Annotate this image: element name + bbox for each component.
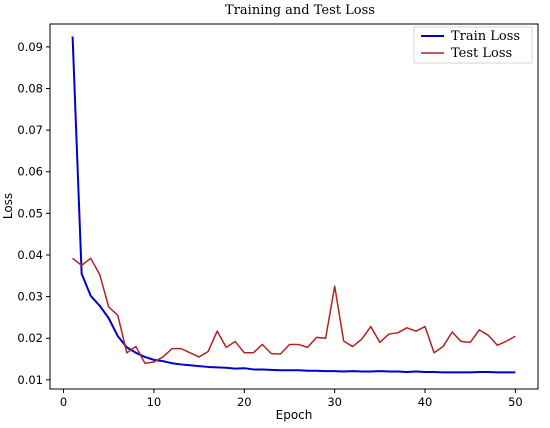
x-tick-label: 0 (60, 395, 67, 409)
legend-label-train-loss: Train Loss (451, 29, 520, 44)
series-line-train-loss (71, 36, 516, 374)
x-tick-label: 20 (237, 395, 252, 409)
x-tick-label: 10 (147, 395, 162, 409)
x-tick-label: 50 (508, 395, 523, 409)
legend: Train Loss Test Loss (413, 26, 533, 64)
legend-label-test-loss: Test Loss (451, 46, 512, 61)
y-tick-label: 0.05 (17, 206, 43, 220)
x-tick-label: 30 (327, 395, 342, 409)
y-tick-label: 0.04 (17, 248, 43, 262)
chart-title: Training and Test Loss (225, 3, 375, 18)
y-axis: 0.01 0.02 0.03 0.04 0.05 0.06 0.07 0.08 0.09 (17, 40, 50, 387)
y-tick-label: 0.09 (17, 40, 43, 54)
x-tick-label: 40 (418, 395, 433, 409)
y-tick-label: 0.01 (17, 373, 43, 387)
legend-box (413, 26, 533, 64)
series-line-test-loss (72, 257, 516, 364)
y-tick-label: 0.03 (17, 290, 43, 304)
y-axis-label: Loss (1, 193, 15, 219)
series-layer (71, 36, 516, 374)
y-tick-label: 0.08 (17, 82, 43, 96)
plot-area-frame (49, 23, 539, 390)
y-tick-label: 0.02 (17, 331, 43, 345)
x-axis: 0 10 20 30 40 50 (60, 389, 523, 409)
y-tick-label: 0.07 (17, 123, 43, 137)
x-axis-label: Epoch (276, 408, 313, 422)
y-tick-label: 0.06 (17, 165, 43, 179)
